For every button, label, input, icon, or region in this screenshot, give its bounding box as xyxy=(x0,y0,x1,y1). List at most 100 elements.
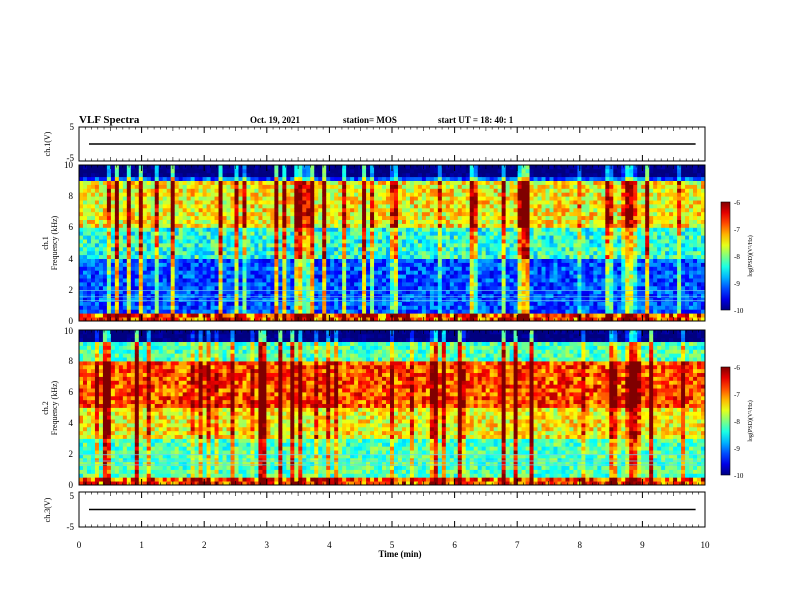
spectrogram-cell xyxy=(210,278,215,283)
spectrogram-cell xyxy=(214,200,219,205)
spectrogram-cell xyxy=(122,207,128,213)
spectrogram-cell xyxy=(306,301,311,306)
spectrogram-cell xyxy=(449,165,455,170)
spectrogram-cell xyxy=(350,168,355,174)
spectrogram-cell xyxy=(106,254,112,259)
spectrogram-cell xyxy=(545,246,550,252)
ch1-ytick-top: 5 xyxy=(70,122,75,132)
spectrogram-cell xyxy=(393,289,399,295)
spectrogram-cell xyxy=(445,192,451,197)
spectrogram-cell xyxy=(194,313,200,318)
spectrogram-cell xyxy=(354,309,359,314)
spectrogram-cell xyxy=(194,274,200,279)
spectrogram-cell xyxy=(102,231,108,236)
spectrogram-cell xyxy=(366,305,371,310)
spectrogram-cell xyxy=(230,254,235,259)
spectrogram-cell xyxy=(306,196,311,201)
spectrogram-cell xyxy=(537,293,542,298)
spectrogram-cell xyxy=(541,270,546,275)
spectrogram-cell xyxy=(421,285,427,291)
spectrogram-cell xyxy=(529,227,534,232)
spectrogram-cell xyxy=(461,270,467,275)
spectrogram-cell xyxy=(541,231,546,236)
spectrogram-cell xyxy=(401,235,407,240)
spectrogram-cell xyxy=(437,313,443,318)
spectrogram-cell xyxy=(118,207,124,213)
spectrogram-cell xyxy=(262,266,267,271)
spectrogram-cell xyxy=(150,313,156,318)
spectrogram-cell xyxy=(397,176,403,181)
spectrogram-cell xyxy=(138,293,144,298)
spectrogram-cell xyxy=(342,192,347,197)
spectrogram-cell xyxy=(370,317,375,322)
spectrogram-cell xyxy=(218,215,223,220)
spectrogram-cell xyxy=(541,215,546,220)
spectrogram-cell xyxy=(182,231,188,236)
spectrogram-cell xyxy=(382,192,387,197)
spectrogram-cell xyxy=(457,176,463,181)
spectrogram-cell xyxy=(242,184,247,189)
spectrogram-cell xyxy=(401,293,407,298)
spectrogram-cell xyxy=(409,239,415,244)
spectrogram-cell xyxy=(194,289,200,295)
spectrogram-cell xyxy=(350,293,355,298)
spectrogram-cell xyxy=(433,297,439,302)
spectrogram-cell xyxy=(98,313,104,318)
spectrogram-cell xyxy=(138,219,144,224)
spectrogram-cell xyxy=(102,317,108,322)
spectrogram-cell xyxy=(106,274,112,279)
spectrogram-cell xyxy=(529,204,534,209)
spectrogram-cell xyxy=(94,305,100,310)
spectrogram-cell xyxy=(429,192,435,197)
spectrogram-cell xyxy=(549,172,554,178)
spectrogram-cell xyxy=(374,301,379,306)
spectrogram-cell xyxy=(246,223,251,228)
spectrogram-cell xyxy=(366,258,371,263)
spectrogram-cell xyxy=(166,313,172,318)
spectrogram-cell xyxy=(246,188,251,193)
spectrogram-cell xyxy=(354,172,359,178)
spectrogram-cell xyxy=(397,196,403,201)
spectrogram-cell xyxy=(469,266,475,271)
spectrogram-cell xyxy=(314,305,319,310)
spectrogram-cell xyxy=(409,278,415,283)
spectrogram-cell xyxy=(254,219,259,224)
spectrogram-cell xyxy=(358,301,363,306)
spectrogram-cell xyxy=(302,211,307,217)
spectrogram-cell xyxy=(86,176,92,181)
spectrogram-cell xyxy=(481,184,487,189)
spectrogram-cell xyxy=(529,297,534,302)
spectrogram-cell xyxy=(366,192,371,197)
spectrogram-cell xyxy=(437,231,443,236)
spectrogram-cell xyxy=(190,235,196,240)
spectrogram-cell xyxy=(413,165,419,170)
spectrogram-cell xyxy=(174,192,180,197)
spectrogram-cell xyxy=(162,188,168,193)
spectrogram-cell xyxy=(158,262,164,267)
spectrogram-cell xyxy=(469,289,475,295)
spectrogram-cell xyxy=(366,254,371,259)
spectrogram-cell xyxy=(485,204,491,209)
spectrogram-cell xyxy=(306,313,311,318)
spectrogram-cell xyxy=(190,219,196,224)
spectrogram-cell xyxy=(393,270,399,275)
spectrogram-cell xyxy=(322,235,327,240)
spectrogram-cell xyxy=(350,243,355,248)
spectrogram-cell xyxy=(461,258,467,263)
spectrogram-cell xyxy=(98,192,104,197)
spectrogram-cell xyxy=(338,250,343,256)
spectrogram-cell xyxy=(521,250,526,256)
spectrogram-cell xyxy=(509,219,515,224)
spectrogram-cell xyxy=(258,289,263,295)
spectrogram-cell xyxy=(401,285,407,291)
spectrogram-cell xyxy=(449,254,455,259)
spectrogram-cell xyxy=(382,235,387,240)
spectrogram-cell xyxy=(330,250,335,256)
spectrogram-cell xyxy=(489,246,495,252)
spectrogram-cell xyxy=(126,266,132,271)
spectrogram-cell xyxy=(194,317,200,322)
spectrogram-cell xyxy=(298,180,303,185)
spectrogram-cell xyxy=(378,235,383,240)
spectrogram-cell xyxy=(222,192,227,197)
spectrogram-cell xyxy=(86,254,92,259)
